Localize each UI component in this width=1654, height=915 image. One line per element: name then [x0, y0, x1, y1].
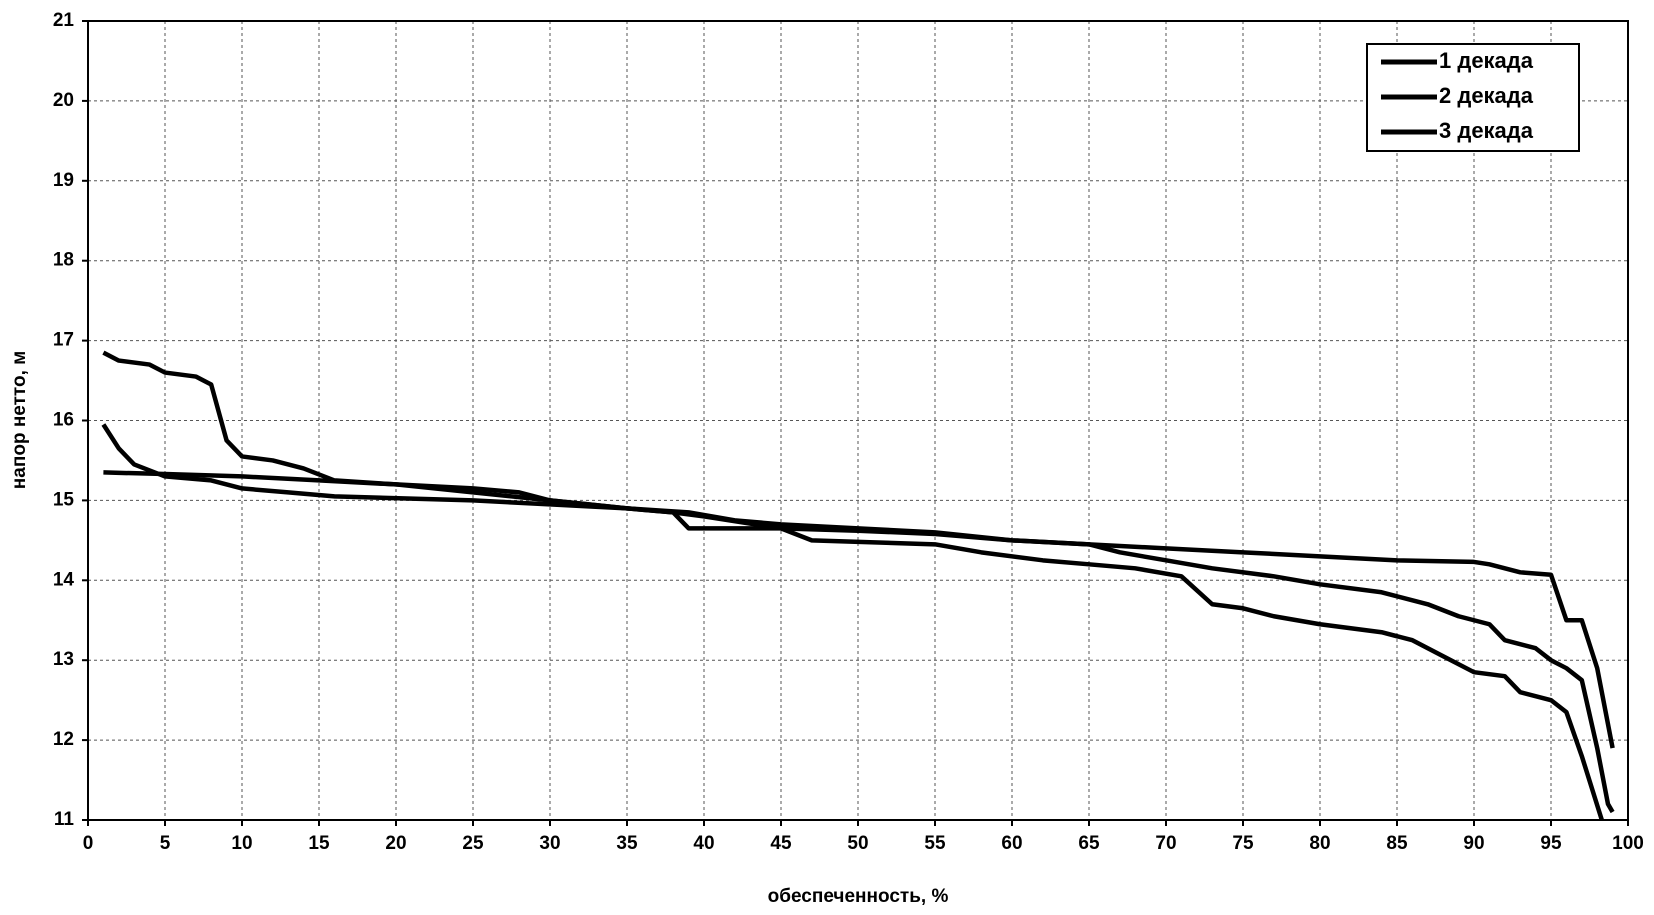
y-tick-label: 18	[53, 250, 74, 271]
y-tick-label: 19	[53, 170, 74, 191]
x-tick-label: 25	[462, 833, 484, 854]
x-axis-label: обеспеченность, %	[768, 886, 949, 907]
x-tick-label: 75	[1232, 833, 1254, 854]
legend-label: 2 декада	[1439, 83, 1534, 108]
x-tick-label: 10	[231, 833, 252, 854]
x-tick-label: 50	[847, 833, 868, 854]
y-tick-label: 15	[53, 489, 75, 510]
y-axis-label: напор нетто, м	[9, 351, 30, 489]
x-tick-label: 60	[1001, 833, 1022, 854]
y-tick-label: 12	[53, 729, 74, 750]
y-tick-label: 17	[53, 330, 74, 351]
x-tick-label: 65	[1078, 833, 1100, 854]
x-tick-label: 5	[160, 833, 171, 854]
series-line	[102, 350, 1604, 821]
x-tick-label: 100	[1612, 833, 1644, 854]
plot-frame	[87, 20, 1629, 821]
x-tick-label: 85	[1386, 833, 1408, 854]
x-tick-label: 40	[693, 833, 714, 854]
x-tick-label: 20	[385, 833, 406, 854]
x-tick-label: 0	[83, 833, 94, 854]
x-tick-label: 35	[616, 833, 638, 854]
legend-label: 3 декада	[1439, 118, 1534, 143]
x-tick-label: 80	[1309, 833, 1330, 854]
y-tick-label: 21	[53, 10, 75, 31]
x-tick-label: 55	[924, 833, 946, 854]
y-tick-label: 20	[53, 90, 74, 111]
y-tick-label: 14	[53, 569, 75, 590]
legend-label: 1 декада	[1439, 48, 1534, 73]
y-tick-label: 16	[53, 410, 74, 431]
series-line	[101, 423, 1615, 814]
y-tick-label: 11	[54, 809, 75, 830]
x-tick-label: 90	[1463, 833, 1484, 854]
x-tick-label: 15	[308, 833, 330, 854]
x-tick-label: 45	[770, 833, 792, 854]
y-tick-label: 13	[53, 649, 74, 670]
x-tick-label: 30	[539, 833, 560, 854]
x-tick-label: 95	[1540, 833, 1562, 854]
x-tick-label: 70	[1155, 833, 1176, 854]
